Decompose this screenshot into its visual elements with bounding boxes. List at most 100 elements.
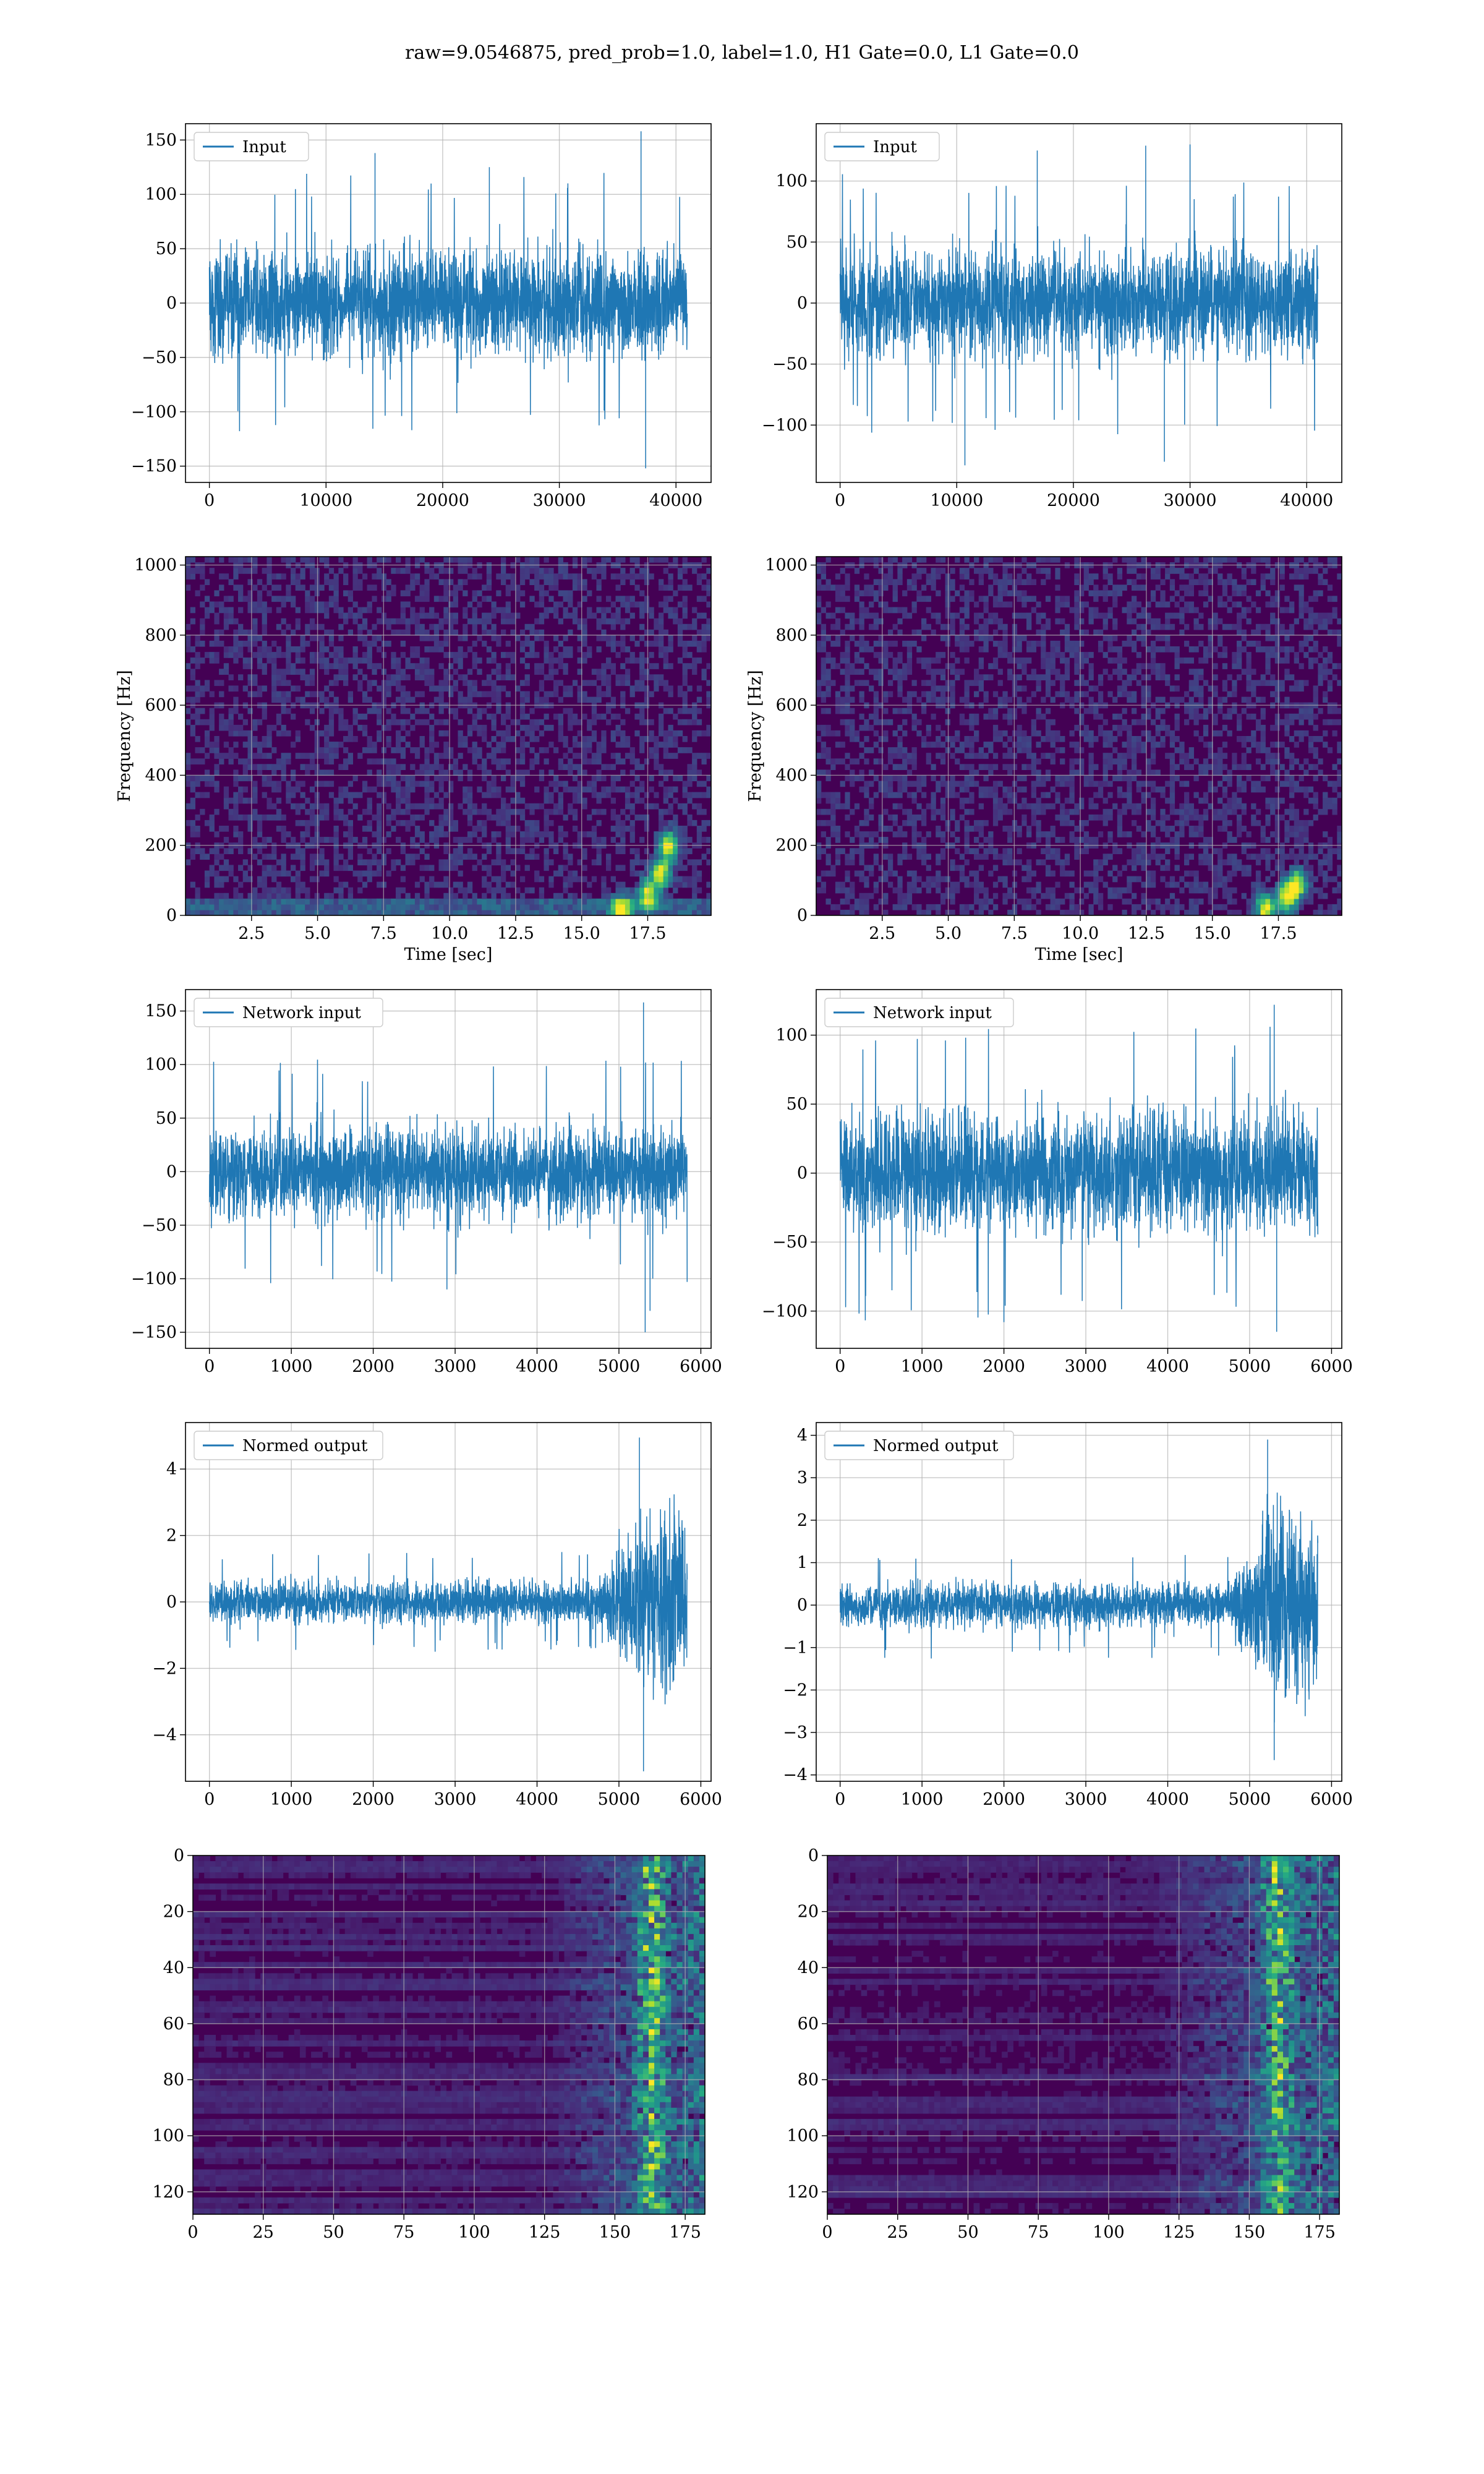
spec-h1-cell (472, 685, 477, 692)
spec-h1-cell (419, 674, 425, 680)
spec-l1-cell (835, 887, 841, 894)
spec-l1-cell (964, 831, 970, 837)
spec-l1-cell (1002, 640, 1008, 647)
spec-h1-cell (582, 713, 587, 720)
spec-h1-cell (572, 892, 578, 899)
spec-h1-cell (687, 797, 693, 804)
spec-h1-cell (687, 747, 693, 753)
spec-h1-cell (577, 742, 582, 748)
spec-h1-cell (649, 786, 654, 793)
spec-h1-cell (491, 786, 497, 793)
spec-h1-cell (257, 579, 263, 585)
spec-l1-cell (1002, 713, 1008, 720)
spec-l1-cell (916, 814, 922, 821)
spec-h1-cell (291, 685, 296, 692)
spec-l1-cell (902, 663, 908, 669)
spec-l1-cell (997, 876, 1003, 883)
spec-l1-cell (1026, 904, 1032, 910)
spec-h1-cell (309, 669, 315, 675)
spec-h1-cell (472, 742, 477, 748)
spec-h1-cell (606, 685, 612, 692)
spec-l1-cell (950, 584, 955, 591)
spec-h1-cell (233, 826, 239, 832)
spec-h1-cell (324, 892, 330, 899)
spec-h1-cell (644, 848, 650, 854)
spec-h1-cell (448, 663, 454, 669)
spec-h1-cell (247, 557, 253, 563)
spec-h1-cell (262, 753, 267, 759)
spec-l1-cell (1007, 854, 1013, 860)
spec-h1-cell (568, 713, 573, 720)
spec-l1-cell (911, 724, 917, 731)
spec-h1-cell (443, 820, 449, 826)
spec-h1-cell (219, 719, 224, 726)
spec-h1-cell (443, 652, 449, 658)
spec-l1-cell (864, 909, 869, 916)
spec-h1-cell (252, 837, 258, 843)
spec-h1-cell (610, 635, 616, 641)
spec-h1-cell (419, 909, 425, 916)
spec-h1-cell (620, 736, 626, 742)
spec-h1-cell (433, 826, 440, 832)
spec-h1-ytick-label-0: 0 (166, 906, 177, 925)
spec-h1-cell (271, 865, 277, 871)
spec-h1-cell (448, 708, 454, 714)
spec-h1-cell (486, 814, 492, 821)
spec-h1-cell (238, 786, 244, 793)
spec-h1-cell (668, 579, 673, 585)
spec-l1-cell (1021, 797, 1027, 804)
spec-h1-cell (429, 764, 435, 770)
spec-l1-cell (959, 742, 965, 748)
spec-h1-cell (386, 680, 391, 687)
spec-h1-cell (386, 691, 391, 698)
spec-h1-cell (362, 674, 368, 680)
spec-h1-cell (190, 573, 195, 580)
spec-l1-cell (936, 808, 941, 815)
spec-h1-cell (467, 887, 473, 894)
spec-l1-cell (940, 876, 946, 883)
spec-l1-cell (850, 904, 855, 910)
spec-l1-cell (864, 584, 869, 591)
spec-l1-cell (902, 747, 908, 753)
spec-l1-cell (859, 623, 864, 630)
spec-h1-cell (496, 848, 501, 854)
spec-l1-cell (1031, 769, 1036, 776)
spec-l1-cell (854, 640, 860, 647)
spec-h1-cell (668, 854, 673, 860)
spec-l1-cell (945, 781, 950, 787)
spec-l1-cell (902, 674, 908, 680)
spec-h1-cell (219, 640, 224, 647)
spec-h1-cell (410, 814, 416, 821)
spec-l1-cell (921, 680, 927, 687)
spec-h1-cell (333, 579, 339, 585)
spec-h1-cell (644, 887, 650, 894)
spec-l1-cell (936, 590, 941, 597)
spec-h1-cell (195, 781, 200, 787)
spec-l1-cell (950, 831, 955, 837)
spec-h1-cell (186, 663, 191, 669)
spec-l1-cell (955, 758, 960, 764)
spec-h1-cell (319, 652, 325, 658)
spec-h1-cell (563, 652, 568, 658)
spec-h1-cell (219, 904, 224, 910)
spec-h1-cell (577, 719, 582, 726)
spec-l1-cell (983, 786, 989, 793)
spec-h1-cell (295, 820, 301, 826)
spec-h1-cell (453, 859, 458, 866)
spec-l1-cell (959, 618, 965, 625)
spec-h1-cell (286, 730, 291, 737)
spec-h1-cell (501, 814, 506, 821)
spec-l1-cell (974, 719, 979, 726)
spec-h1-cell (467, 786, 473, 793)
spec-h1-cell (601, 680, 607, 687)
spec-h1-cell (486, 680, 492, 687)
spec-h1-cell (228, 848, 234, 854)
spec-h1-cell (396, 680, 401, 687)
spec-h1-cell (620, 904, 626, 910)
spec-l1-cell (978, 881, 984, 888)
spec-l1-cell (992, 803, 999, 810)
spec-h1-cell (596, 696, 602, 703)
spec-h1-cell (309, 865, 315, 871)
spec-h1-cell (410, 854, 416, 860)
spec-h1-cell (281, 596, 286, 602)
